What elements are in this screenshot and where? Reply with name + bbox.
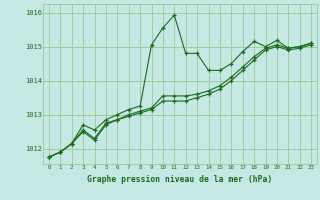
X-axis label: Graphe pression niveau de la mer (hPa): Graphe pression niveau de la mer (hPa)	[87, 175, 273, 184]
